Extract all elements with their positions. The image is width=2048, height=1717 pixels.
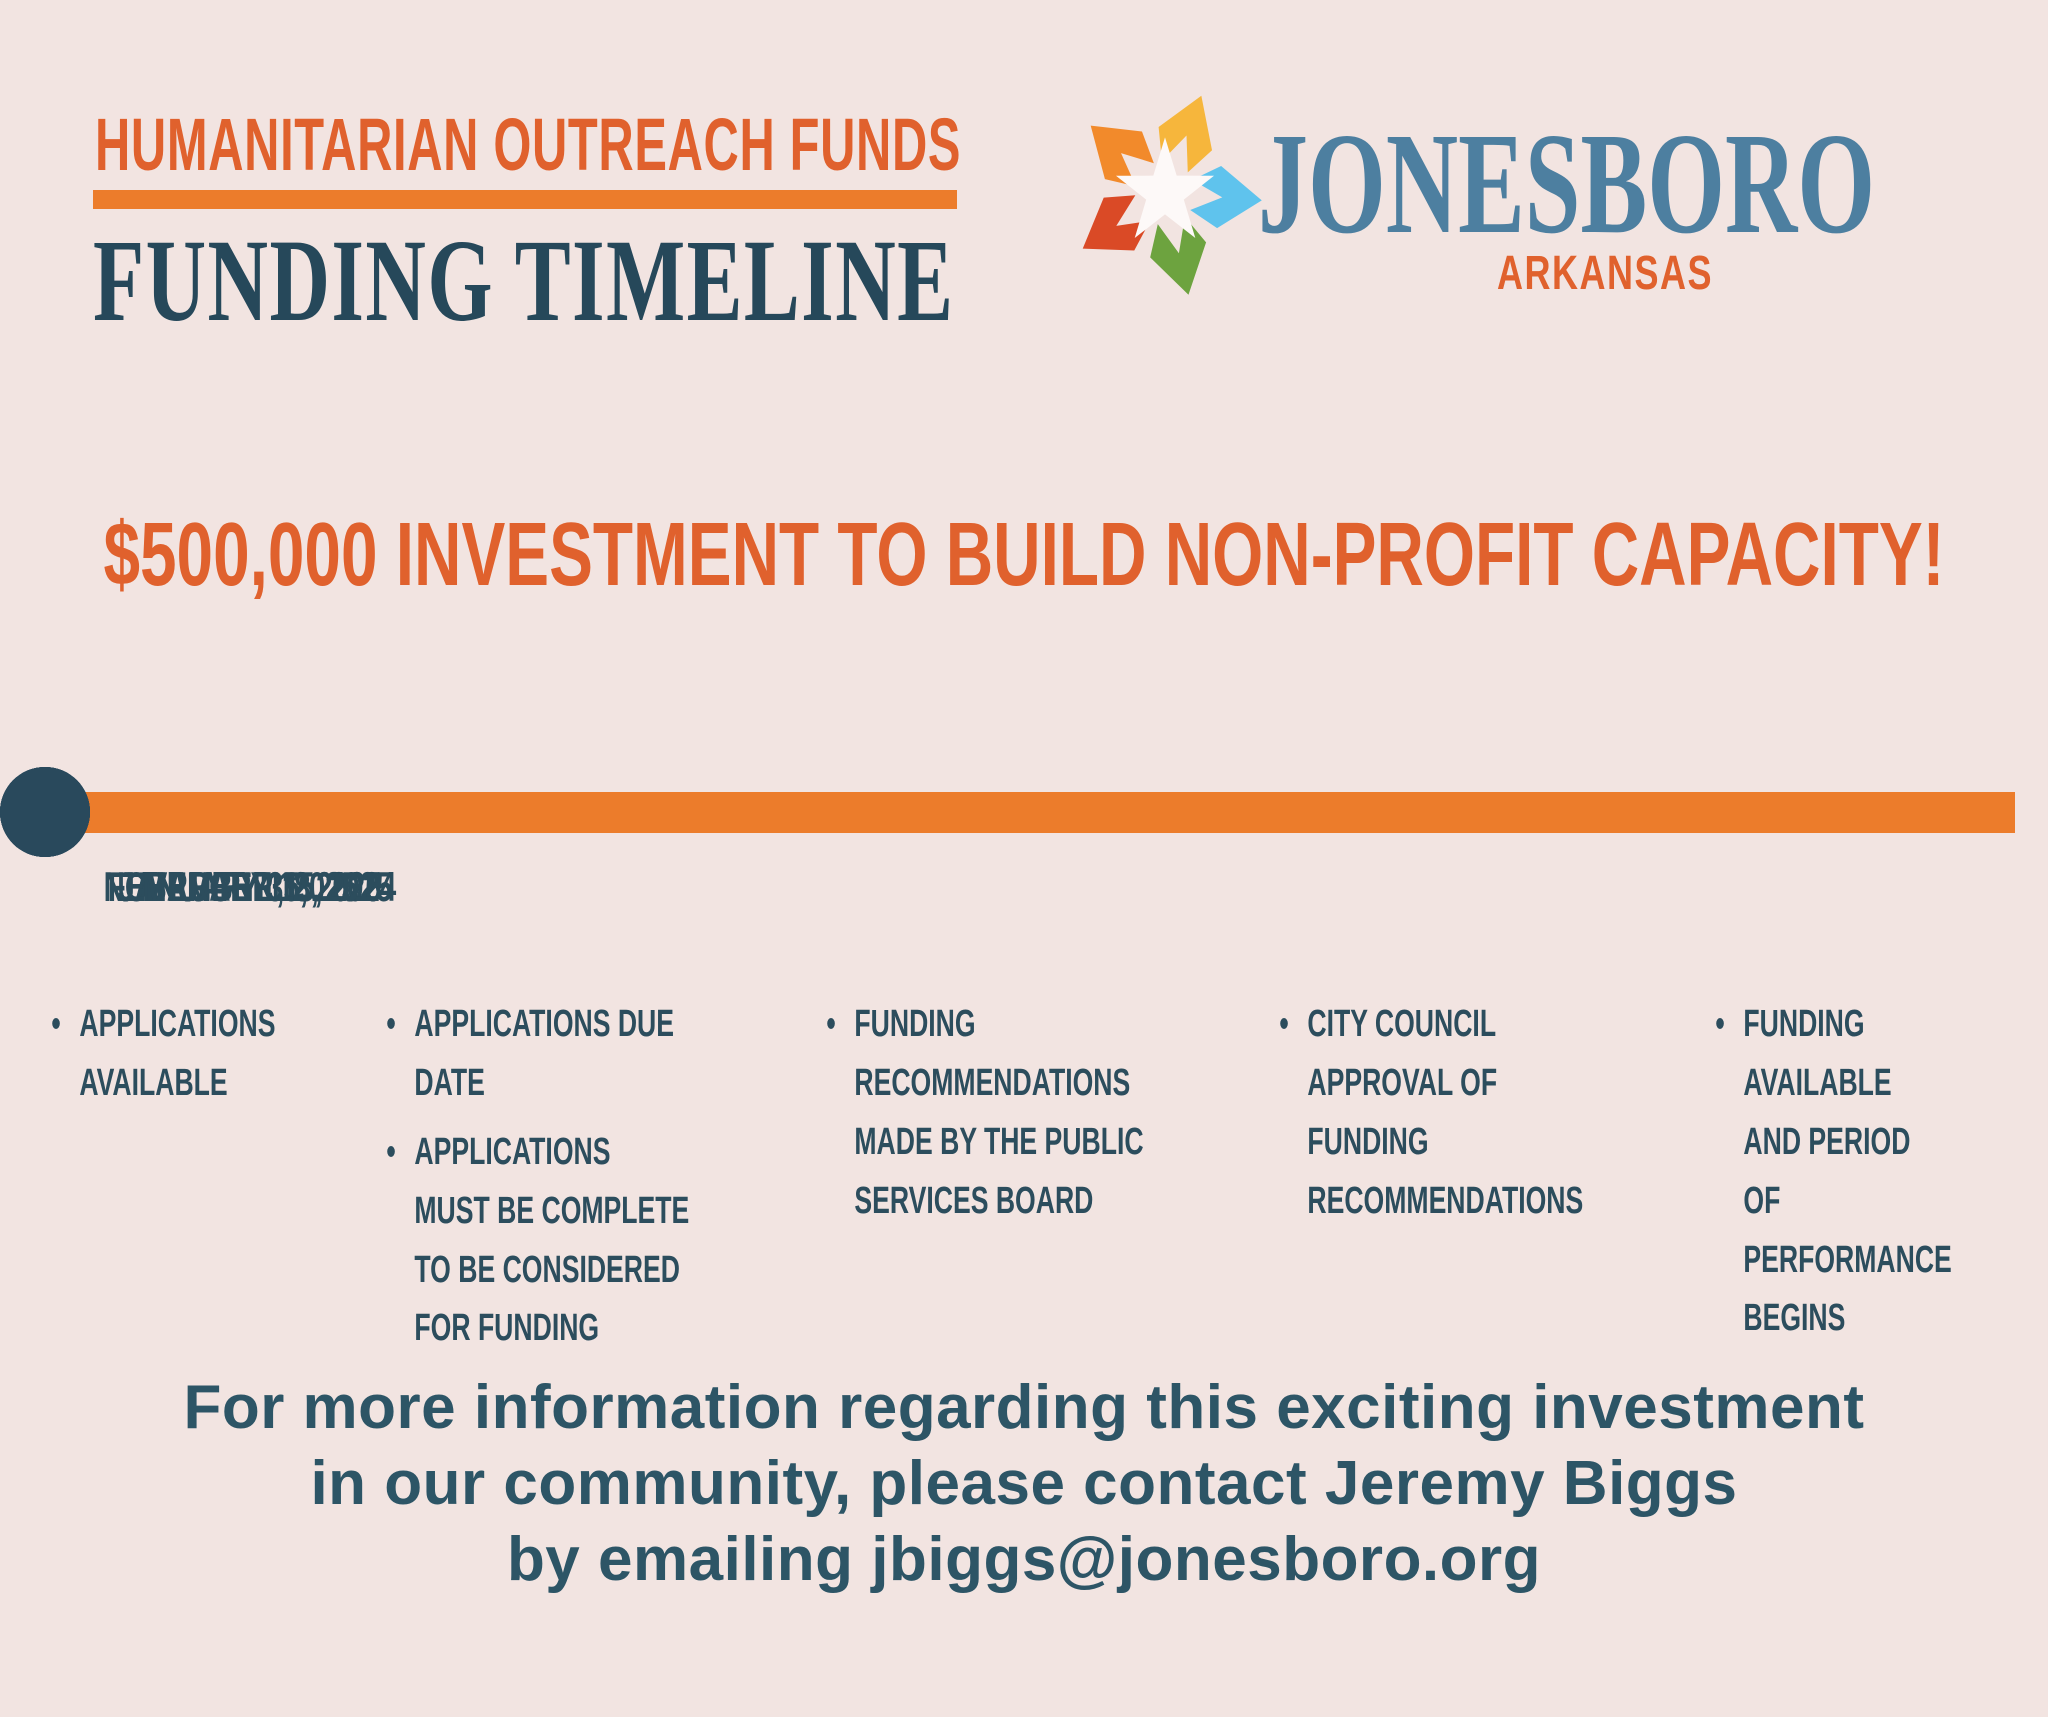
program-name-text: HUMANITARIAN OUTREACH FUNDS bbox=[95, 103, 962, 186]
milestone-date-text: NOVEMBER 15, 2024 bbox=[103, 863, 397, 910]
program-name-heading: HUMANITARIAN OUTREACH FUNDS bbox=[95, 108, 1407, 182]
city-wordmark: JONESBORO bbox=[1258, 112, 2048, 257]
milestone-date-text: FEBRUARY 18, 2025 bbox=[107, 863, 393, 910]
city-wordmark-text: JONESBORO bbox=[1258, 104, 1876, 264]
milestone-items-3: FUNDING RECOMMENDATIONS MADE BY THE PUBL… bbox=[825, 995, 1154, 1231]
milestone-items-4: CITY COUNCIL APPROVAL OF FUNDING RECOMME… bbox=[1278, 995, 1614, 1231]
milestone-date-4: FEBRUARY 18, 2025 bbox=[0, 866, 500, 908]
milestone-items-2: APPLICATIONS DUE DATEAPPLICATIONS MUST B… bbox=[385, 995, 693, 1358]
milestone-items-5: FUNDING AVAILABLE AND PERIOD OF PERFORMA… bbox=[1714, 995, 1952, 1348]
milestone-date-text: JANUARY 31, 2025 bbox=[118, 863, 382, 910]
city-state-text: ARKANSAS bbox=[1496, 247, 1713, 300]
header-divider-rule bbox=[93, 190, 957, 209]
milestone-date-text: JANUARY 15, 2025 bbox=[118, 863, 382, 910]
city-state-label: ARKANSAS bbox=[1405, 250, 1805, 298]
jonesboro-star-icon bbox=[1082, 95, 1262, 295]
milestone-date-5: MARCH 1, 2025 bbox=[0, 866, 500, 908]
contact-info-line: by emailing jbiggs@jonesboro.org bbox=[506, 1525, 1542, 1594]
investment-headline-text: $500,000 INVESTMENT TO BUILD NON-PROFIT … bbox=[103, 505, 1945, 605]
timeline-bar bbox=[44, 792, 2015, 833]
milestone-date-3: JANUARY 31, 2025 bbox=[0, 866, 500, 908]
contact-info: For more information regarding this exci… bbox=[0, 1370, 2048, 1598]
milestone-bullet-item: APPLICATIONS MUST BE COMPLETE TO BE CONS… bbox=[385, 1123, 693, 1359]
page-title-text: FUNDING TIMELINE bbox=[93, 215, 955, 346]
milestone-items-1: APPLICATIONS AVAILABLE bbox=[50, 995, 281, 1113]
milestone-date-1: NOVEMBER 15, 2024 bbox=[0, 866, 500, 908]
milestone-bullet-item: APPLICATIONS AVAILABLE bbox=[50, 995, 281, 1113]
investment-headline: $500,000 INVESTMENT TO BUILD NON-PROFIT … bbox=[0, 506, 2048, 605]
milestone-bullet-item: CITY COUNCIL APPROVAL OF FUNDING RECOMME… bbox=[1278, 995, 1614, 1231]
page-title: FUNDING TIMELINE bbox=[93, 222, 1306, 340]
contact-info-line: in our community, please contact Jeremy … bbox=[310, 1449, 1738, 1518]
milestone-bullet-item: FUNDING RECOMMENDATIONS MADE BY THE PUBL… bbox=[825, 995, 1154, 1231]
milestone-date-text: MARCH 1, 2025 bbox=[142, 863, 358, 910]
milestone-date-2: JANUARY 15, 2025 bbox=[0, 866, 500, 908]
milestone-bullet-item: APPLICATIONS DUE DATE bbox=[385, 995, 693, 1113]
milestone-bullet-item: FUNDING AVAILABLE AND PERIOD OF PERFORMA… bbox=[1714, 995, 1952, 1348]
contact-info-line: For more information regarding this exci… bbox=[183, 1373, 1865, 1442]
timeline-dot-5 bbox=[0, 767, 90, 857]
